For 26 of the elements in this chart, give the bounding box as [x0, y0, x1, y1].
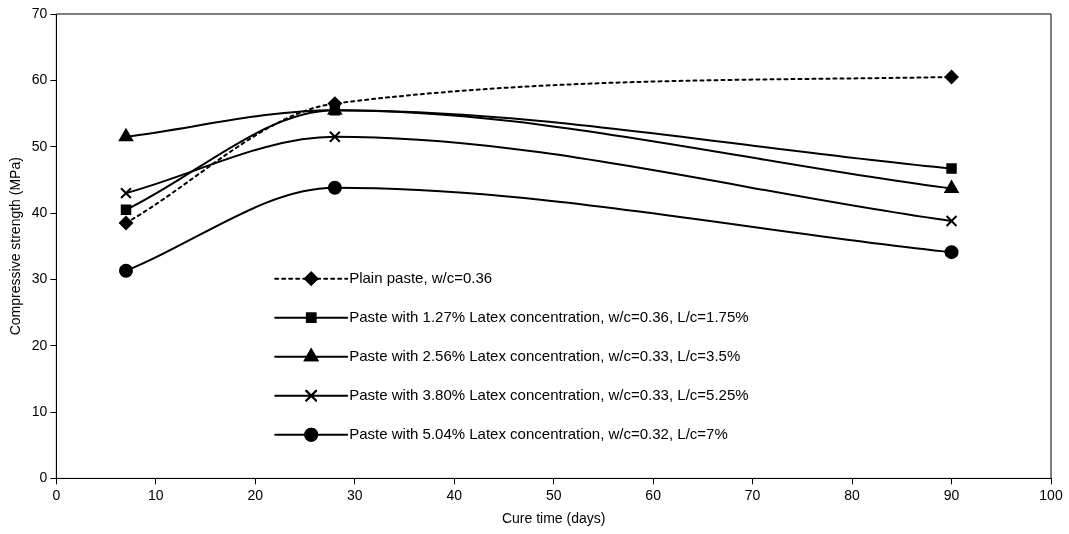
x-tick-label: 60 [645, 486, 662, 503]
x-tick-label: 0 [52, 486, 61, 503]
x-tick-label: 50 [545, 486, 562, 503]
y-tick-label: 40 [31, 203, 48, 220]
legend-label: Paste with 2.56% Latex concentration, w/c=0.33, L/c=3.5% [349, 346, 741, 364]
y-tick-label: 30 [31, 270, 48, 287]
y-tick-label: 50 [31, 137, 48, 154]
y-tick-label: 60 [31, 71, 48, 88]
x-tick-label: 100 [1039, 486, 1063, 503]
y-axis-title: Compressive strength (MPa) [7, 157, 24, 336]
y-tick-label: 70 [31, 4, 48, 21]
legend-label: Paste with 1.27% Latex concentration, w/c=0.36, L/c=1.75% [349, 307, 749, 325]
x-tick-label: 70 [744, 486, 761, 503]
y-tick-label: 20 [31, 336, 48, 353]
legend-label: Paste with 5.04% Latex concentration, w/c=0.32, L/c=7% [349, 424, 728, 442]
x-tick-label: 80 [844, 486, 861, 503]
x-tick-label: 10 [148, 486, 164, 503]
x-axis-title: Cure time (days) [501, 510, 606, 527]
x-tick-label: 30 [346, 486, 363, 503]
x-tick-label: 40 [446, 486, 463, 503]
legend-label: Plain paste, w/c=0.36 [349, 268, 493, 286]
x-tick-label: 20 [247, 486, 264, 503]
x-tick-label: 90 [943, 486, 960, 503]
y-tick-label: 10 [31, 402, 48, 419]
legend-label: Paste with 3.80% Latex concentration, w/c=0.33, L/c=5.25% [349, 385, 749, 403]
y-tick-label: 0 [39, 469, 48, 486]
